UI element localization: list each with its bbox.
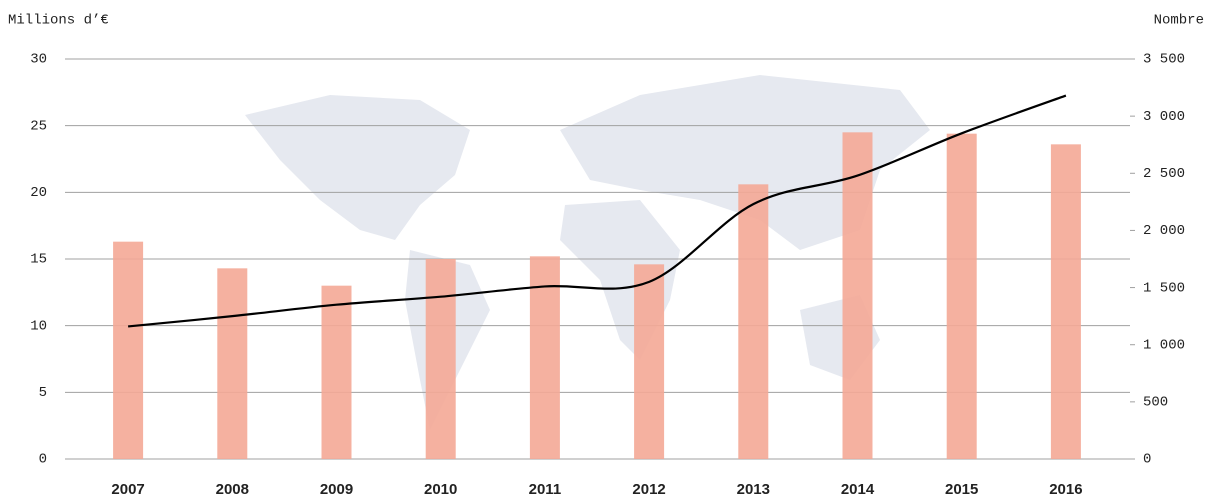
x-tick-label: 2014 [841, 481, 875, 498]
y2-tick-label: 0 [1143, 452, 1151, 468]
bar [217, 268, 248, 459]
y2-tick-label: 1 500 [1143, 280, 1185, 296]
y-tick-label: 10 [30, 318, 47, 334]
bar [321, 285, 352, 459]
bar [113, 241, 144, 459]
y2-tick-label: 2 500 [1143, 166, 1185, 182]
bar [842, 132, 873, 460]
y-axis-label: Millions d’€ [8, 13, 109, 29]
y2-tick-label: 2 000 [1143, 223, 1185, 239]
x-tick-label: 2007 [111, 481, 144, 498]
y-tick-label: 30 [30, 52, 47, 68]
bar [1050, 144, 1081, 460]
bar [634, 264, 665, 459]
y2-tick-label: 500 [1143, 395, 1168, 411]
y-tick-label: 25 [30, 118, 47, 134]
x-tick-label: 2013 [737, 481, 770, 498]
line [127, 94, 1067, 328]
x-tick-label: 2010 [424, 481, 457, 498]
y-tick-label: 20 [30, 185, 47, 201]
bar [529, 256, 560, 459]
x-tick-label: 2015 [945, 481, 978, 498]
y-tick-label: 0 [39, 452, 47, 468]
y2-tick-label: 3 000 [1143, 109, 1185, 125]
bar [425, 259, 456, 459]
x-tick-label: 2009 [320, 481, 353, 498]
x-tick-label: 2008 [216, 481, 249, 498]
y2-tick-label: 3 500 [1143, 52, 1185, 68]
y-tick-label: 15 [30, 252, 47, 268]
y2-axis-label: Nombre [1154, 13, 1204, 29]
y2-tick-label: 1 000 [1143, 337, 1185, 353]
y-tick-label: 5 [39, 385, 47, 401]
x-tick-label: 2016 [1049, 481, 1082, 498]
x-tick-label: 2012 [632, 481, 665, 498]
x-tick-label: 2011 [529, 481, 562, 498]
bar [946, 133, 977, 459]
bar [738, 184, 769, 460]
